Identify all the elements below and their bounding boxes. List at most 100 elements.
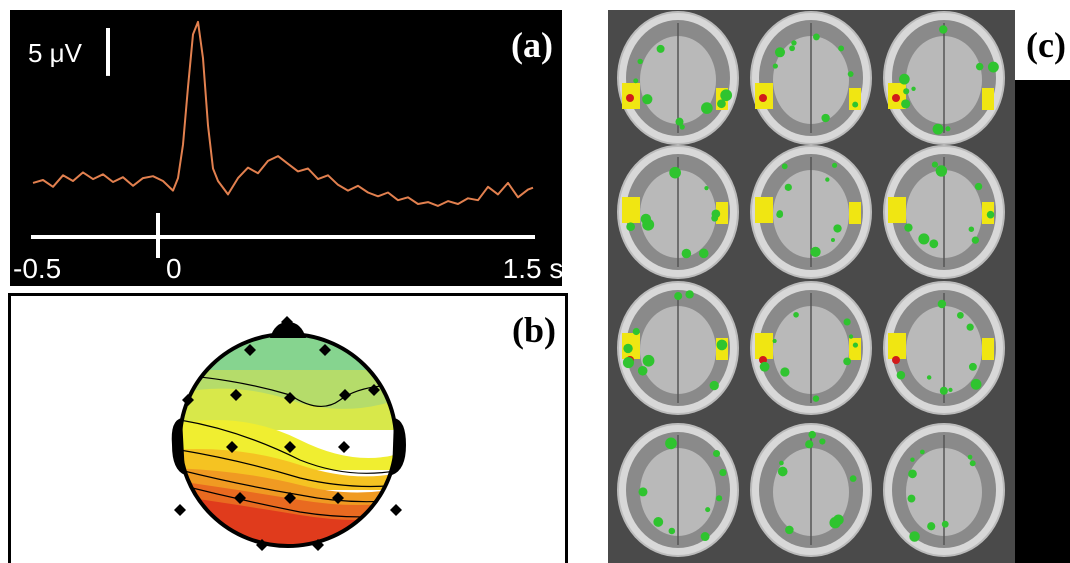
activation: [641, 214, 651, 224]
activation: [897, 371, 906, 380]
activation: [833, 224, 841, 232]
activation: [832, 163, 837, 168]
activation: [789, 45, 795, 51]
activation: [680, 124, 685, 129]
activation: [669, 167, 681, 179]
activation: [633, 78, 638, 83]
activation: [829, 517, 840, 528]
activation: [712, 209, 721, 218]
activation: [918, 233, 929, 244]
activation: [821, 114, 829, 122]
panel-c-strip: [1015, 80, 1070, 563]
x-tick-label: 1.5 s: [503, 253, 564, 284]
activation: [716, 495, 722, 501]
activation: [852, 102, 858, 108]
activation: [920, 450, 925, 455]
activation: [888, 197, 906, 223]
activation: [987, 211, 995, 219]
activation: [810, 247, 820, 257]
activation: [888, 333, 906, 359]
activation: [909, 531, 920, 542]
activation: [927, 522, 935, 530]
activation: [704, 186, 708, 190]
activation: [844, 318, 851, 325]
activation: [929, 239, 938, 248]
activation: [808, 431, 816, 439]
activation: [705, 507, 710, 512]
activation: [968, 455, 973, 460]
activation: [957, 312, 964, 319]
activation: [785, 526, 794, 535]
activation: [701, 532, 710, 541]
activation: [785, 184, 792, 191]
activation: [976, 63, 984, 71]
activation: [760, 362, 770, 372]
activation: [942, 521, 949, 528]
activation: [843, 358, 851, 366]
activation: [773, 339, 777, 343]
activation: [948, 388, 952, 392]
activation: [901, 99, 910, 108]
activation: [778, 467, 788, 477]
activation: [938, 300, 946, 308]
activation: [720, 89, 732, 101]
activation: [793, 312, 799, 318]
activation: [936, 165, 947, 176]
activation: [682, 249, 691, 258]
activation: [773, 63, 778, 68]
activation: [813, 395, 819, 401]
activation: [849, 202, 861, 224]
activation: [982, 88, 994, 110]
activation: [932, 162, 938, 168]
activation: [910, 457, 914, 461]
activation: [849, 338, 861, 360]
activation: [908, 495, 916, 503]
activation: [776, 211, 783, 218]
activation: [967, 324, 974, 331]
activation: [972, 237, 979, 244]
activation: [908, 470, 917, 479]
activation: [638, 366, 648, 376]
activation: [623, 357, 634, 368]
activation: [665, 438, 677, 450]
activation: [653, 517, 663, 527]
activation: [899, 74, 910, 85]
activation: [825, 177, 829, 181]
activation: [780, 367, 789, 376]
activation: [701, 102, 713, 114]
activation: [642, 94, 652, 104]
activation: [779, 461, 784, 466]
panel-label: (a): [511, 25, 553, 65]
activation: [933, 124, 944, 135]
activation: [805, 440, 813, 448]
activation: [643, 355, 655, 367]
activation: [713, 450, 720, 457]
activation: [657, 45, 665, 53]
activation: [819, 438, 825, 444]
activation: [927, 375, 931, 379]
activation: [623, 344, 632, 353]
activation: [674, 292, 682, 300]
activation: [903, 88, 909, 94]
brain-slices: [618, 12, 1004, 556]
activation: [892, 356, 900, 364]
activation: [969, 363, 977, 371]
activation: [782, 163, 788, 169]
activation: [838, 46, 844, 52]
activation: [988, 62, 999, 73]
activation: [971, 379, 982, 390]
activation: [759, 94, 767, 102]
activation: [626, 94, 634, 102]
x-tick-label: 0: [166, 253, 182, 284]
x-tick-label: -0.5: [13, 253, 61, 284]
panel-label: (c): [1026, 25, 1066, 65]
activation: [755, 333, 773, 359]
activation: [685, 290, 693, 298]
panel-a-bg: [10, 10, 562, 286]
activation: [982, 338, 994, 360]
activation: [850, 475, 857, 482]
activation: [638, 487, 647, 496]
activation: [710, 381, 719, 390]
activation: [904, 223, 912, 231]
activation: [945, 126, 950, 131]
